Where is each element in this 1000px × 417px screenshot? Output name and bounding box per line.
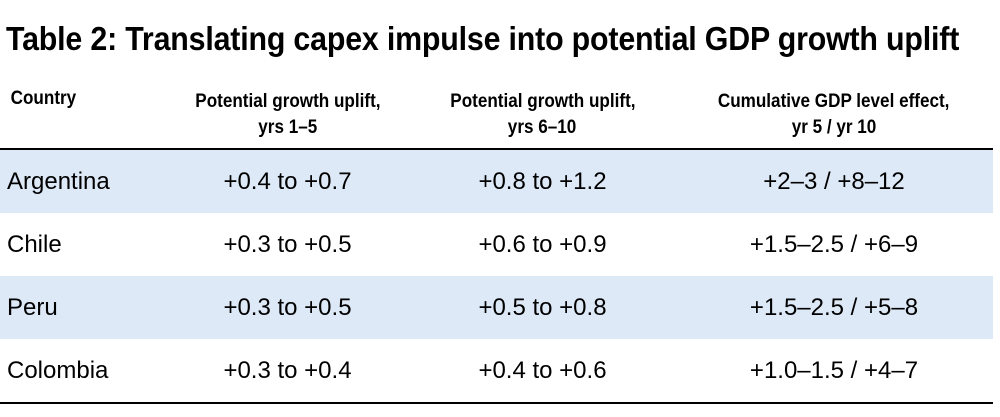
cell-uplift-yrs-1-5: +0.3 to +0.5 [223, 230, 352, 258]
header-line1: Potential growth uplift, [194, 91, 381, 112]
cell-country: Peru [0, 276, 165, 339]
header-line2: yrs 1–5 [258, 117, 317, 138]
header-line1: Potential growth uplift, [449, 91, 636, 112]
header-cumulative-effect: Cumulative GDP level effect, yr 5 / yr 1… [675, 82, 993, 150]
table-row: Peru +0.3 to +0.5 +0.5 to +0.8 +1.5–2.5 … [0, 276, 993, 339]
cell-cumulative: +1.0–1.5 / +4–7 [675, 339, 993, 404]
table-body: Argentina +0.4 to +0.7 +0.8 to +1.2 +2–3… [0, 149, 993, 404]
header-country-label: Country [10, 88, 77, 109]
table-row: Argentina +0.4 to +0.7 +0.8 to +1.2 +2–3… [0, 149, 993, 213]
cell-uplift-yrs-6-10: +0.8 to +1.2 [410, 149, 675, 213]
header-country: Country [0, 82, 165, 150]
header-line2: yrs 6–10 [508, 117, 577, 138]
gdp-uplift-table: Country Potential growth uplift, yrs 1–5… [0, 82, 993, 404]
cell-uplift-yrs-6-10: +0.4 to +0.6 [410, 339, 675, 404]
header-uplift-yrs-1-5: Potential growth uplift, yrs 1–5 [165, 82, 410, 150]
table-header: Country Potential growth uplift, yrs 1–5… [0, 82, 993, 150]
cell-uplift-yrs-1-5: +0.3 to +0.4 [165, 339, 410, 404]
cell-country: Argentina [0, 149, 165, 213]
cell-uplift-yrs-6-10: +0.5 to +0.8 [410, 276, 675, 339]
header-uplift-yrs-6-10: Potential growth uplift, yrs 6–10 [410, 82, 675, 150]
table-row: Colombia +0.3 to +0.4 +0.4 to +0.6 +1.0–… [0, 339, 993, 404]
cell-uplift-yrs-1-5: +0.4 to +0.7 [165, 149, 410, 213]
table-row: Chile +0.3 to +0.5 +0.6 to +0.9 +1.5–2.5… [0, 213, 993, 276]
cell-country: Chile [7, 230, 62, 258]
cell-cumulative: +1.5–2.5 / +5–8 [675, 276, 993, 339]
header-line2: yr 5 / yr 10 [791, 117, 877, 138]
cell-uplift-yrs-1-5: +0.3 to +0.5 [165, 276, 410, 339]
header-line1: Cumulative GDP level effect, [718, 91, 950, 112]
header-row: Country Potential growth uplift, yrs 1–5… [0, 82, 993, 150]
cell-uplift-yrs-6-10: +0.6 to +0.9 [478, 230, 607, 258]
cell-cumulative: +2–3 / +8–12 [675, 149, 993, 213]
cell-country: Colombia [0, 339, 165, 404]
table-title: Table 2: Translating capex impulse into … [6, 20, 960, 57]
cell-cumulative: +1.5–2.5 / +6–9 [749, 230, 919, 258]
